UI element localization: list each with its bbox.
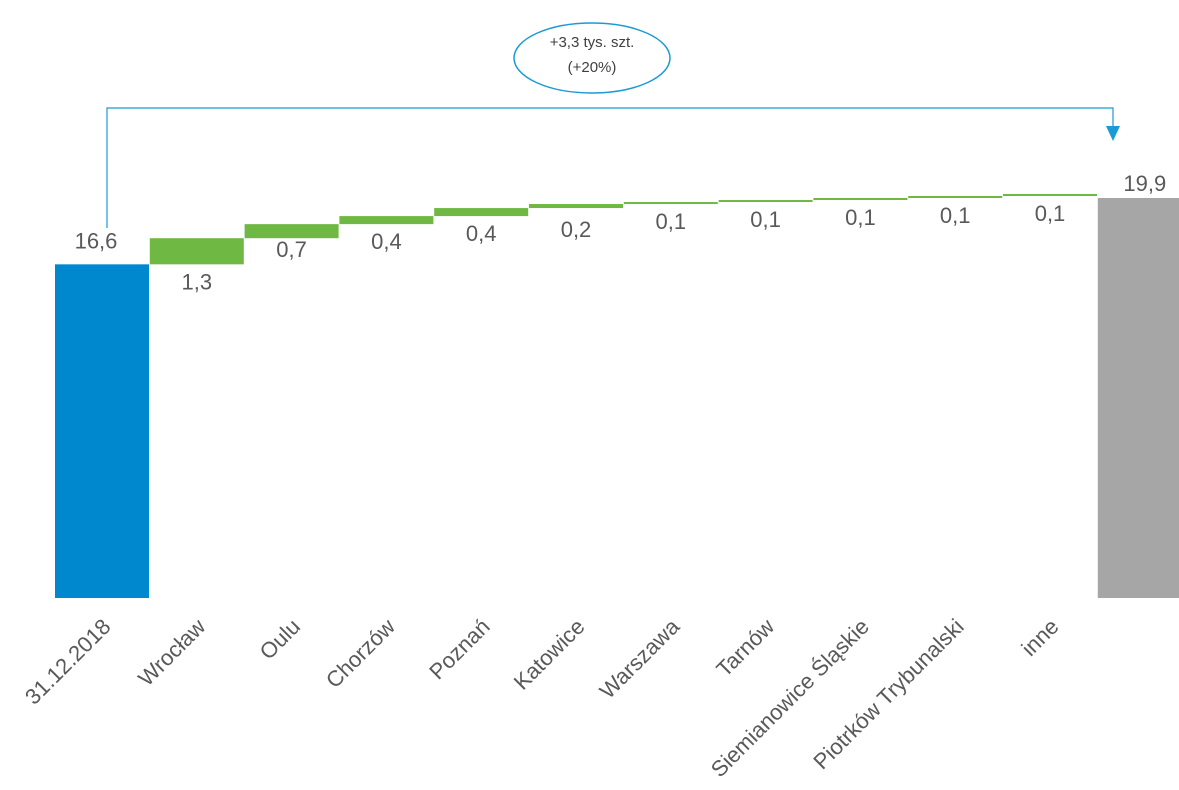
start-bar xyxy=(55,264,149,598)
category-label: inne xyxy=(1016,614,1063,661)
value-label: 0,4 xyxy=(371,229,402,254)
category-label: Tarnów xyxy=(711,614,779,682)
increment-bar xyxy=(813,198,908,201)
increment-bar xyxy=(1003,193,1097,196)
increment-bar xyxy=(908,195,1003,198)
increment-bar xyxy=(623,202,718,205)
category-label: Poznań xyxy=(424,614,494,684)
category-label: Wrocław xyxy=(133,614,210,691)
value-label: 0,1 xyxy=(1035,201,1066,226)
value-label: 0,7 xyxy=(276,237,307,262)
value-label: 0,1 xyxy=(656,209,687,234)
category-label: Warszawa xyxy=(595,613,685,703)
annotation-line1: +3,3 tys. szt. xyxy=(550,34,635,51)
category-label: Katowice xyxy=(509,614,590,695)
value-label: 0,4 xyxy=(466,221,497,246)
annotation-bracket-line xyxy=(106,107,1114,228)
category-labels-group: 31.12.2018 Wrocław Oulu Chorzów Poznań Katowi… xyxy=(20,613,1064,782)
end-bar xyxy=(1097,198,1179,598)
increment-bar xyxy=(244,224,339,239)
increment-bar xyxy=(339,216,434,225)
value-label: 1,3 xyxy=(182,269,213,294)
value-label: 0,1 xyxy=(940,203,971,228)
category-label: Oulu xyxy=(255,614,306,665)
value-label: 16,6 xyxy=(75,228,118,253)
value-label: 19,9 xyxy=(1123,171,1166,196)
value-labels-group: 16,6 1,3 0,7 0,4 0,4 0,2 0,1 0,1 0,1 0,1 0,1 19,9 xyxy=(75,171,1167,294)
annotation-arrow-icon xyxy=(1106,126,1120,141)
value-label: 0,2 xyxy=(561,217,592,242)
increment-bar xyxy=(434,208,529,217)
category-label: 31.12.2018 xyxy=(20,614,116,710)
increment-bar xyxy=(529,204,623,209)
category-label: Siemianowice Śląskie xyxy=(706,614,874,782)
annotation-ellipse xyxy=(513,22,671,94)
category-label: Chorzów xyxy=(321,614,400,693)
value-label: 0,1 xyxy=(750,207,781,232)
value-label: 0,1 xyxy=(845,205,876,230)
bars-group xyxy=(55,193,1179,598)
increment-bar xyxy=(149,238,244,265)
change-annotation: +3,3 tys. szt. (+20%) xyxy=(106,22,1120,228)
annotation-line2: (+20%) xyxy=(568,59,617,76)
increment-bar xyxy=(718,200,813,203)
